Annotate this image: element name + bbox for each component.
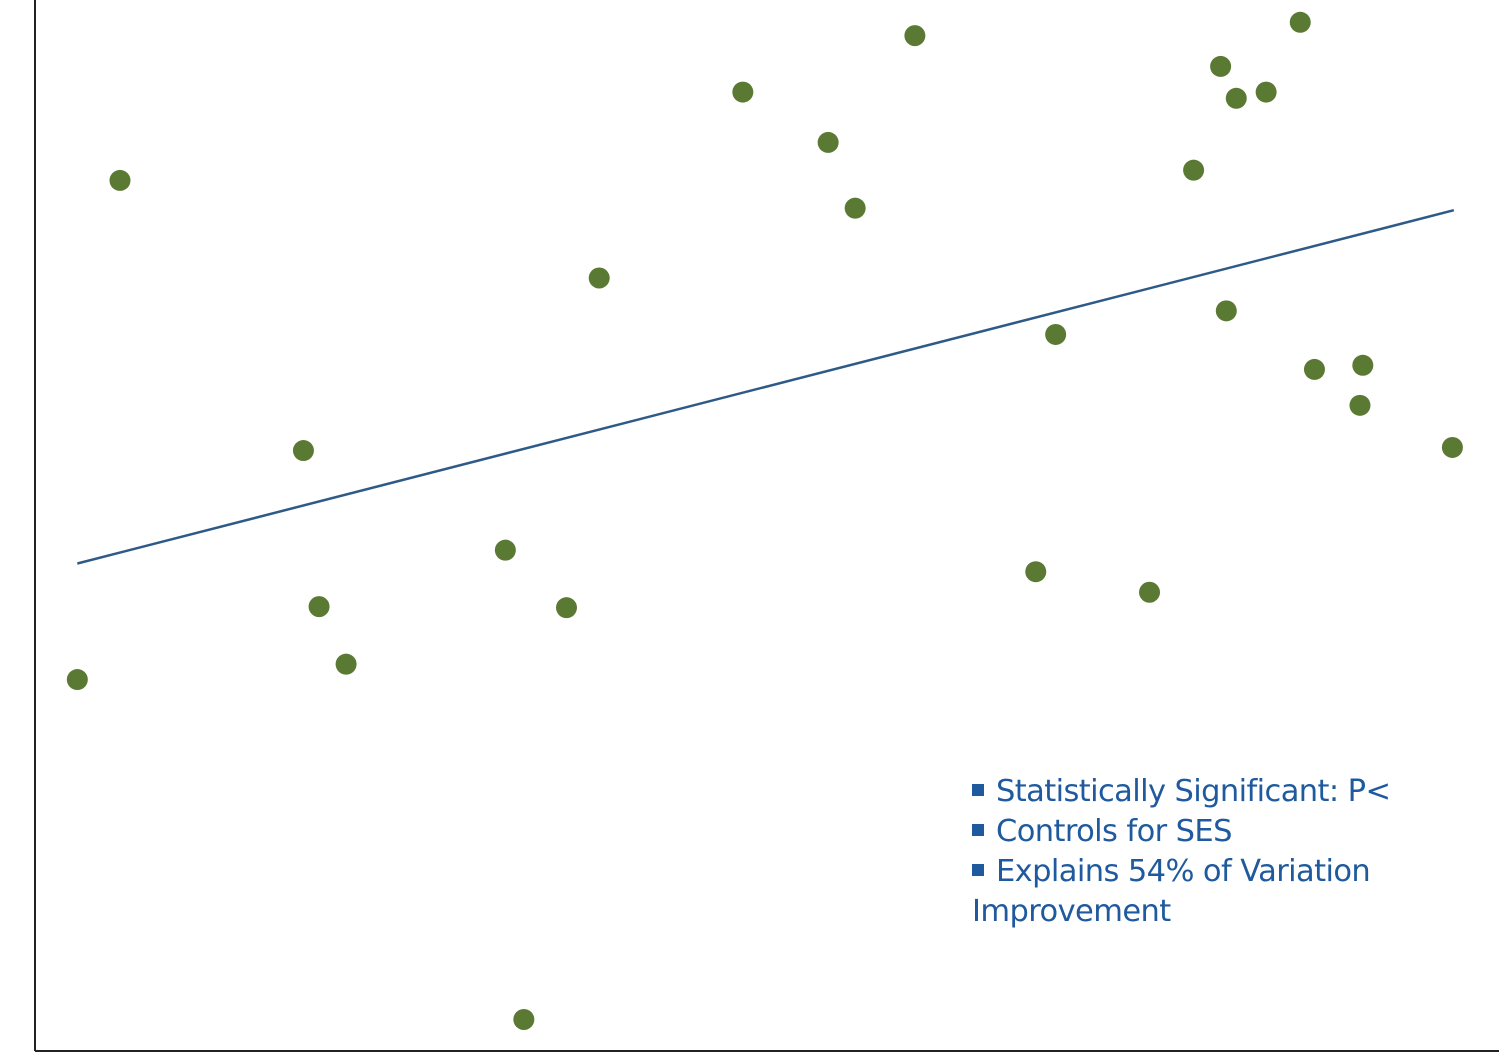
- bullet-icon: [972, 784, 984, 796]
- bullet-icon: [972, 864, 984, 876]
- data-point-7: [513, 1008, 535, 1030]
- data-point-2: [109, 169, 131, 191]
- data-point-23: [1303, 358, 1325, 380]
- data-point-14: [1025, 561, 1047, 583]
- notes-box: Statistically Significant: P< Controls f…: [972, 772, 1499, 932]
- note-line-4: Improvement: [972, 892, 1499, 932]
- data-point-17: [1183, 159, 1205, 181]
- note-line-2: Controls for SES: [972, 812, 1499, 852]
- note-text-1: Statistically Significant: P<: [996, 774, 1391, 809]
- data-point-1: [66, 669, 88, 691]
- data-point-16: [1139, 581, 1161, 603]
- data-point-9: [588, 267, 610, 289]
- data-points: [66, 11, 1463, 1030]
- data-point-11: [817, 131, 839, 153]
- data-point-20: [1225, 87, 1247, 109]
- data-point-26: [1441, 436, 1463, 458]
- trend-line: [77, 209, 1455, 565]
- bullet-icon: [972, 824, 984, 836]
- data-point-15: [1045, 323, 1067, 345]
- data-point-5: [335, 653, 357, 675]
- data-point-12: [844, 197, 866, 219]
- note-text-4: Improvement: [972, 894, 1171, 929]
- data-point-3: [292, 440, 314, 462]
- data-point-13: [904, 25, 926, 47]
- note-text-2: Controls for SES: [996, 814, 1232, 849]
- note-line-1: Statistically Significant: P<: [972, 772, 1499, 812]
- note-line-3: Explains 54% of Variation: [972, 852, 1499, 892]
- data-point-24: [1349, 394, 1371, 416]
- data-point-8: [555, 597, 577, 619]
- data-point-18: [1210, 55, 1232, 77]
- data-point-4: [308, 596, 330, 618]
- data-point-21: [1255, 81, 1277, 103]
- data-point-25: [1352, 354, 1374, 376]
- data-point-19: [1215, 300, 1237, 322]
- data-point-22: [1289, 11, 1311, 33]
- data-point-10: [732, 81, 754, 103]
- data-point-6: [494, 539, 516, 561]
- note-text-3: Explains 54% of Variation: [996, 854, 1371, 889]
